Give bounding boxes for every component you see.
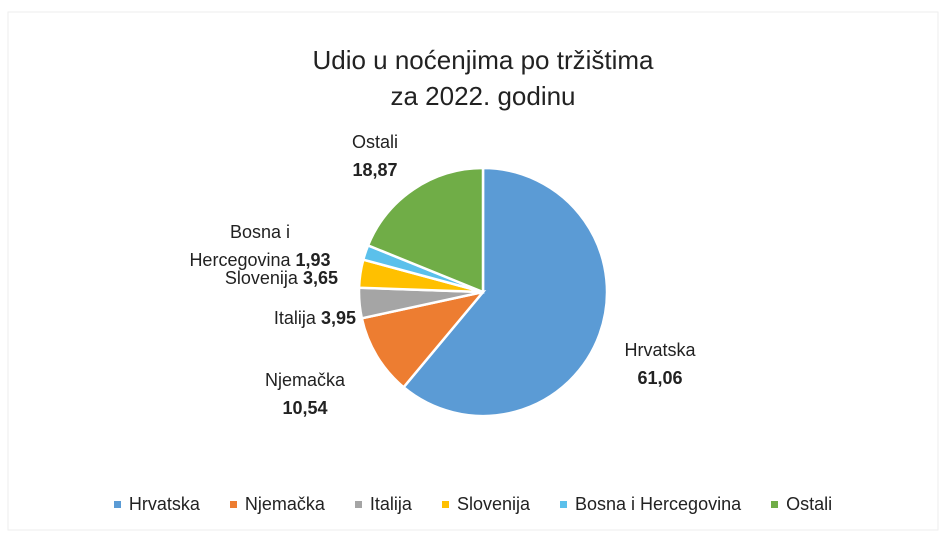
legend-label: Bosna i Hercegovina xyxy=(575,494,742,514)
legend-label: Ostali xyxy=(786,494,833,514)
legend-swatch xyxy=(354,501,362,508)
legend-swatch xyxy=(229,501,237,508)
frame xyxy=(7,11,939,531)
data-label-name: Slovenija xyxy=(224,268,298,288)
legend: Hrvatska Njemačka Italija Slovenija Bosna i … xyxy=(0,494,946,515)
data-label-value: 1,93 xyxy=(295,250,331,270)
data-label-name: Bosna i Hercegovina xyxy=(189,222,291,270)
data-label-value: 3,95 xyxy=(320,308,356,328)
data-label-name: Italija xyxy=(273,308,316,328)
data-label-name: Njemačka xyxy=(264,370,346,390)
legend-item: Njemačka xyxy=(229,494,325,515)
legend-swatch xyxy=(441,501,449,508)
chart-subtitle: za 2022. godinu xyxy=(390,81,575,111)
legend-item: Hrvatska xyxy=(113,494,200,515)
data-label-value: 3,65 xyxy=(302,268,338,288)
legend-swatch xyxy=(771,501,779,508)
data-label-value: 10,54 xyxy=(282,398,328,418)
data-label-value: 61,06 xyxy=(637,368,683,388)
data-label: Bosna i Hercegovina 1,93 xyxy=(180,218,340,274)
legend-item: Slovenija xyxy=(441,494,530,515)
chart-title: Udio u noćenjima po tržištima xyxy=(312,45,654,75)
data-label-value: 18,87 xyxy=(352,160,398,180)
pie-slice xyxy=(366,166,485,294)
legend-item: Bosna i Hercegovina xyxy=(560,494,741,515)
legend-item: Ostali xyxy=(771,494,832,515)
legend-item: Italija xyxy=(354,494,412,515)
data-label: Njemačka 10,54 xyxy=(240,366,370,422)
pie-slice xyxy=(360,290,487,390)
data-label: Hrvatska 61,06 xyxy=(600,336,720,392)
legend-swatch xyxy=(560,501,567,508)
data-label-name: Hrvatska xyxy=(624,340,696,360)
legend-swatch xyxy=(113,501,121,508)
data-label: Ostali 18,87 xyxy=(320,128,430,184)
data-label: Italija 3,95 xyxy=(200,304,356,332)
legend-label: Njemačka xyxy=(244,494,325,514)
data-label-name: Ostali xyxy=(351,132,398,152)
pie-slice xyxy=(401,166,609,418)
legend-label: Hrvatska xyxy=(128,494,200,514)
legend-label: Italija xyxy=(369,494,412,514)
legend-label: Slovenija xyxy=(456,494,530,514)
data-label: Slovenija 3,65 xyxy=(180,264,338,292)
